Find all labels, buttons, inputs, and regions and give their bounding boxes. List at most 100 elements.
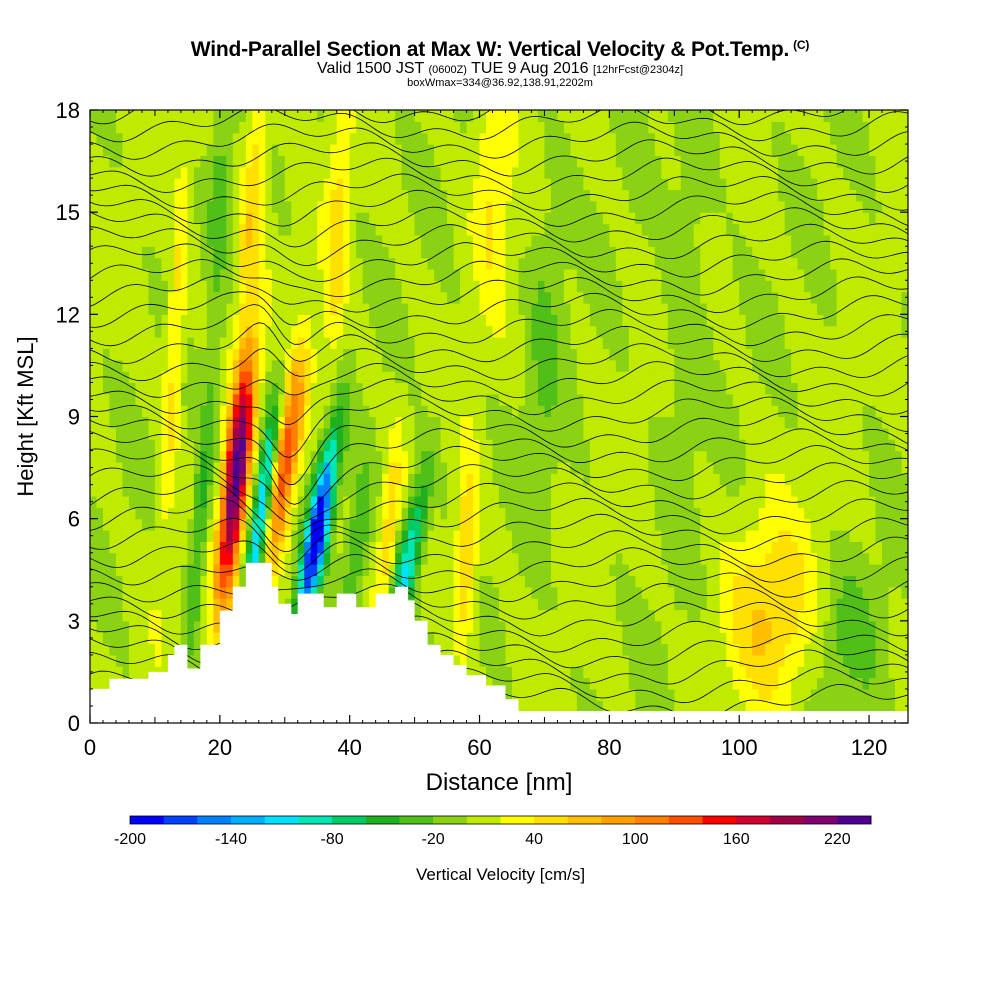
velocity-cell xyxy=(434,541,442,554)
velocity-cell xyxy=(219,132,227,145)
velocity-cell xyxy=(486,586,494,599)
velocity-cell xyxy=(408,291,416,304)
velocity-cell xyxy=(161,654,169,667)
velocity-cell xyxy=(271,484,279,497)
velocity-cell xyxy=(362,189,370,202)
velocity-cell xyxy=(135,132,143,145)
velocity-cell xyxy=(654,586,662,599)
velocity-cell xyxy=(563,586,572,599)
velocity-cell xyxy=(466,121,474,134)
velocity-cell xyxy=(271,450,279,463)
velocity-cell xyxy=(174,473,182,486)
velocity-cell xyxy=(421,268,429,281)
velocity-cell xyxy=(473,620,481,633)
velocity-cell xyxy=(602,178,610,191)
velocity-cell xyxy=(648,530,656,542)
velocity-cell xyxy=(375,291,383,304)
velocity-cell xyxy=(148,507,156,520)
velocity-cell xyxy=(570,666,578,679)
velocity-cell xyxy=(90,495,98,508)
velocity-cell xyxy=(492,461,500,474)
velocity-cell xyxy=(135,178,143,191)
velocity-cell xyxy=(187,144,195,157)
velocity-cell xyxy=(447,121,455,134)
velocity-cell xyxy=(531,484,539,497)
velocity-cell xyxy=(427,382,435,395)
velocity-cell xyxy=(609,110,617,122)
velocity-cell xyxy=(667,325,675,338)
velocity-cell xyxy=(180,609,188,622)
velocity-cell xyxy=(401,132,409,145)
velocity-cell xyxy=(252,280,260,293)
velocity-cell xyxy=(583,371,591,384)
velocity-cell xyxy=(654,473,662,486)
velocity-cell xyxy=(576,382,584,395)
velocity-cell xyxy=(537,541,546,554)
velocity-cell xyxy=(109,359,117,372)
velocity-cell xyxy=(90,178,98,191)
velocity-cell xyxy=(102,144,111,157)
velocity-cell xyxy=(531,654,539,667)
velocity-cell xyxy=(460,473,468,486)
velocity-cell xyxy=(161,643,169,656)
velocity-cell xyxy=(362,427,370,440)
velocity-cell xyxy=(271,382,279,395)
velocity-cell xyxy=(492,552,500,565)
velocity-cell xyxy=(239,518,247,531)
velocity-cell xyxy=(674,552,682,565)
velocity-cell xyxy=(544,700,552,713)
velocity-cell xyxy=(609,166,617,179)
velocity-cell xyxy=(349,427,357,440)
velocity-cell xyxy=(291,257,299,270)
velocity-cell xyxy=(180,359,188,372)
velocity-cell xyxy=(271,337,279,349)
velocity-cell xyxy=(518,609,526,622)
velocity-cell xyxy=(245,495,253,508)
velocity-cell xyxy=(479,110,487,122)
velocity-cell xyxy=(343,268,351,281)
velocity-cell xyxy=(193,518,201,531)
velocity-cell xyxy=(180,121,188,134)
velocity-cell xyxy=(219,234,227,247)
velocity-cell xyxy=(661,643,669,656)
velocity-cell xyxy=(161,393,169,406)
velocity-cell xyxy=(654,484,662,497)
velocity-cell xyxy=(492,234,500,247)
velocity-cell xyxy=(563,552,572,565)
velocity-cell xyxy=(622,155,630,168)
velocity-cell xyxy=(369,359,377,372)
velocity-cell xyxy=(583,337,591,349)
velocity-cell xyxy=(96,575,104,588)
velocity-cell xyxy=(492,473,500,486)
velocity-cell xyxy=(615,325,623,338)
velocity-cell xyxy=(524,234,533,247)
velocity-cell xyxy=(479,541,487,554)
velocity-cell xyxy=(382,314,390,327)
velocity-cell xyxy=(304,518,312,531)
velocity-cell xyxy=(440,121,448,134)
velocity-cell xyxy=(408,178,416,191)
velocity-cell xyxy=(654,382,662,395)
velocity-cell xyxy=(310,223,318,236)
velocity-cell xyxy=(511,246,520,259)
velocity-cell xyxy=(369,200,377,213)
velocity-cell xyxy=(499,223,507,236)
velocity-cell xyxy=(570,359,578,372)
velocity-cell xyxy=(609,427,617,440)
velocity-cell xyxy=(271,371,279,384)
velocity-cell xyxy=(96,518,104,531)
velocity-cell xyxy=(90,268,98,281)
velocity-cell xyxy=(310,121,318,134)
velocity-cell xyxy=(518,586,526,599)
velocity-cell xyxy=(291,212,299,225)
velocity-cell xyxy=(589,371,597,384)
velocity-cell xyxy=(109,405,117,418)
velocity-cell xyxy=(271,359,279,372)
velocity-cell xyxy=(654,189,662,202)
velocity-cell xyxy=(421,280,429,293)
velocity-cell xyxy=(447,518,455,531)
velocity-cell xyxy=(505,223,513,236)
velocity-cell xyxy=(563,393,572,406)
velocity-cell xyxy=(122,620,130,633)
velocity-cell xyxy=(563,700,572,713)
